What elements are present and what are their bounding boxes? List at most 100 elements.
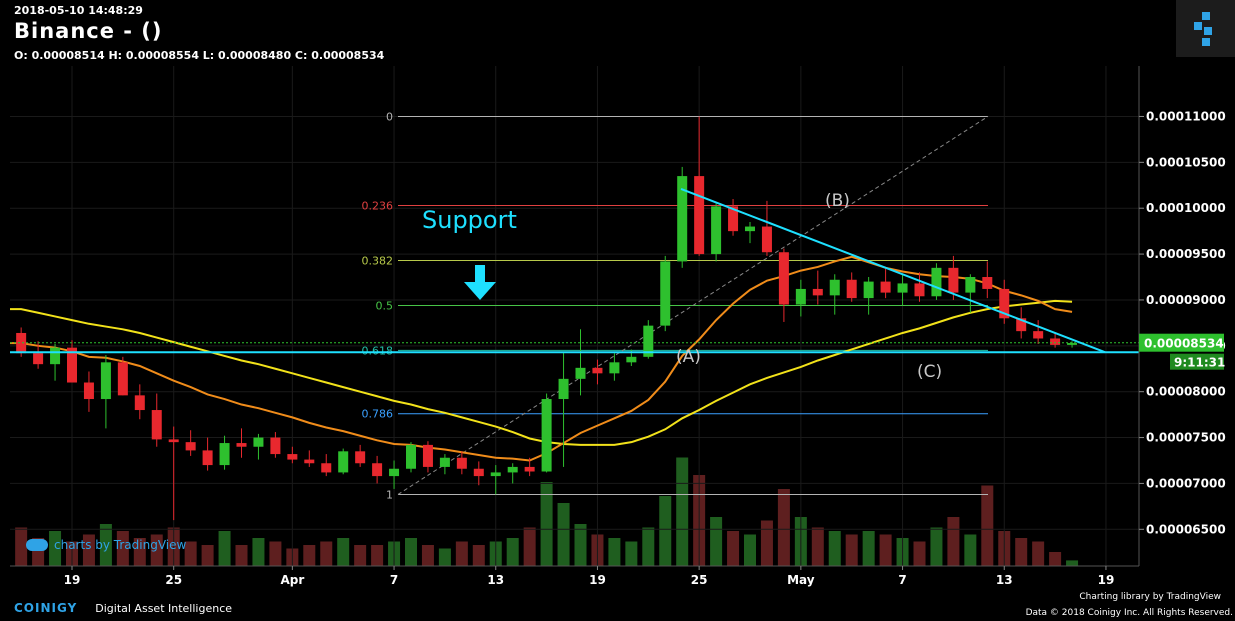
- last-price-badge: [1139, 333, 1224, 352]
- volume-bar: [252, 538, 265, 566]
- y-tick-label: 0.00011000: [1146, 109, 1226, 123]
- charting-library-credit[interactable]: Charting library by TradingView: [1079, 592, 1221, 602]
- volume-bar: [438, 548, 451, 566]
- candle-body: [151, 410, 162, 440]
- candle-body: [134, 395, 145, 411]
- moving-average-fast-line: [10, 255, 1073, 462]
- volume-bar: [964, 534, 977, 566]
- volume-bar: [523, 527, 536, 566]
- y-tick-label: 0.00006500: [1146, 522, 1226, 536]
- candle-body: [541, 399, 552, 472]
- ohlc-readout: O: 0.00008514 H: 0.00008554 L: 0.0000848…: [14, 49, 385, 62]
- x-tick-label: 19: [1098, 573, 1115, 587]
- candle-body: [728, 206, 739, 232]
- volume-bar: [82, 534, 95, 566]
- candle-body: [490, 472, 501, 477]
- candle-body: [50, 347, 61, 365]
- volume-bar: [1032, 541, 1045, 566]
- volume-bar: [235, 545, 248, 566]
- volume-bar: [354, 545, 367, 566]
- fib-trend-line: [397, 116, 989, 495]
- fib-level-label: 0.786: [362, 408, 394, 421]
- volume-bar: [201, 545, 214, 566]
- countdown-badge: [1170, 353, 1224, 370]
- volume-bar: [608, 538, 621, 566]
- x-tick-label: May: [787, 573, 815, 587]
- volume-bar: [303, 545, 316, 566]
- candle-body: [982, 277, 993, 289]
- candle-body: [694, 176, 705, 255]
- candle-body: [643, 325, 654, 357]
- countdown-label: 9:11:31: [1174, 356, 1225, 370]
- candle-body: [304, 459, 315, 464]
- candle-body: [999, 288, 1010, 319]
- chart-timestamp: 2018-05-10 14:48:29: [14, 4, 143, 17]
- volume-bar: [659, 496, 672, 566]
- volume-bar: [557, 503, 570, 566]
- volume-bar: [371, 545, 384, 566]
- fib-level-label: 0.5: [376, 299, 394, 312]
- candle-body: [236, 443, 247, 447]
- volume-bar: [930, 527, 943, 566]
- candle-body: [745, 226, 755, 232]
- volume-bar: [540, 482, 553, 566]
- volume-bar: [642, 527, 655, 566]
- candle-body: [863, 281, 874, 299]
- candle-body: [33, 353, 44, 365]
- axes: 0.00011000 0.00010500 0.00010000 0.00009500…: [10, 66, 1226, 587]
- candle-body: [185, 442, 196, 451]
- candle-body: [338, 451, 349, 473]
- candle-body: [456, 457, 467, 469]
- volume-bar: [337, 538, 350, 566]
- volume-bar: [879, 534, 892, 566]
- down-arrow-icon: [464, 265, 496, 300]
- fib-level-label: 0.382: [362, 254, 394, 267]
- candle-body: [253, 437, 264, 447]
- volume-bar: [845, 534, 858, 566]
- x-tick-label: 25: [165, 573, 182, 587]
- last-price-label: 0.00008534: [1144, 337, 1224, 351]
- coinigy-logo: [1176, 0, 1235, 57]
- volume-bar: [320, 541, 333, 566]
- volume-bar: [828, 531, 841, 566]
- coinigy-logo-icon: [1194, 12, 1212, 46]
- candle-body: [592, 367, 603, 374]
- candle-body: [117, 362, 128, 396]
- volume-bar: [1066, 560, 1079, 566]
- candle-body: [812, 288, 823, 296]
- candle-body: [270, 437, 281, 455]
- candle-body: [829, 279, 840, 296]
- y-tick-label: 0.00007000: [1146, 476, 1226, 490]
- candle-body: [355, 451, 366, 464]
- volume-bar: [1015, 538, 1028, 566]
- candle-body: [168, 439, 179, 443]
- candle-body: [558, 378, 569, 400]
- tradingview-watermark: charts by TradingView: [26, 538, 186, 552]
- coinigy-brand-text[interactable]: COINIGY: [14, 601, 78, 615]
- candle-body: [473, 468, 484, 477]
- candle-body: [16, 332, 27, 354]
- candle-body: [100, 362, 111, 400]
- volume-bar: [99, 524, 112, 566]
- volume-bar: [744, 534, 756, 566]
- y-tick-label: 0.00007500: [1146, 431, 1226, 445]
- volume-bar: [405, 538, 417, 566]
- moving-average-slow-line: [10, 299, 1073, 446]
- x-tick-label: 25: [691, 573, 708, 587]
- volume-bar: [760, 520, 773, 566]
- volume-bar: [710, 517, 723, 566]
- candle-body: [507, 466, 518, 473]
- candle-body: [202, 450, 213, 466]
- candle-body: [524, 466, 535, 472]
- volume-bar: [1049, 552, 1062, 566]
- candle-body: [948, 267, 959, 293]
- candle-body: [711, 206, 722, 255]
- candle-body: [575, 367, 586, 379]
- volume-bar: [269, 541, 282, 566]
- candle-body: [219, 443, 230, 466]
- chart-title: Binance - (): [14, 19, 163, 43]
- candle-body: [287, 454, 298, 460]
- candle-body: [609, 362, 620, 374]
- candle-body: [439, 457, 450, 467]
